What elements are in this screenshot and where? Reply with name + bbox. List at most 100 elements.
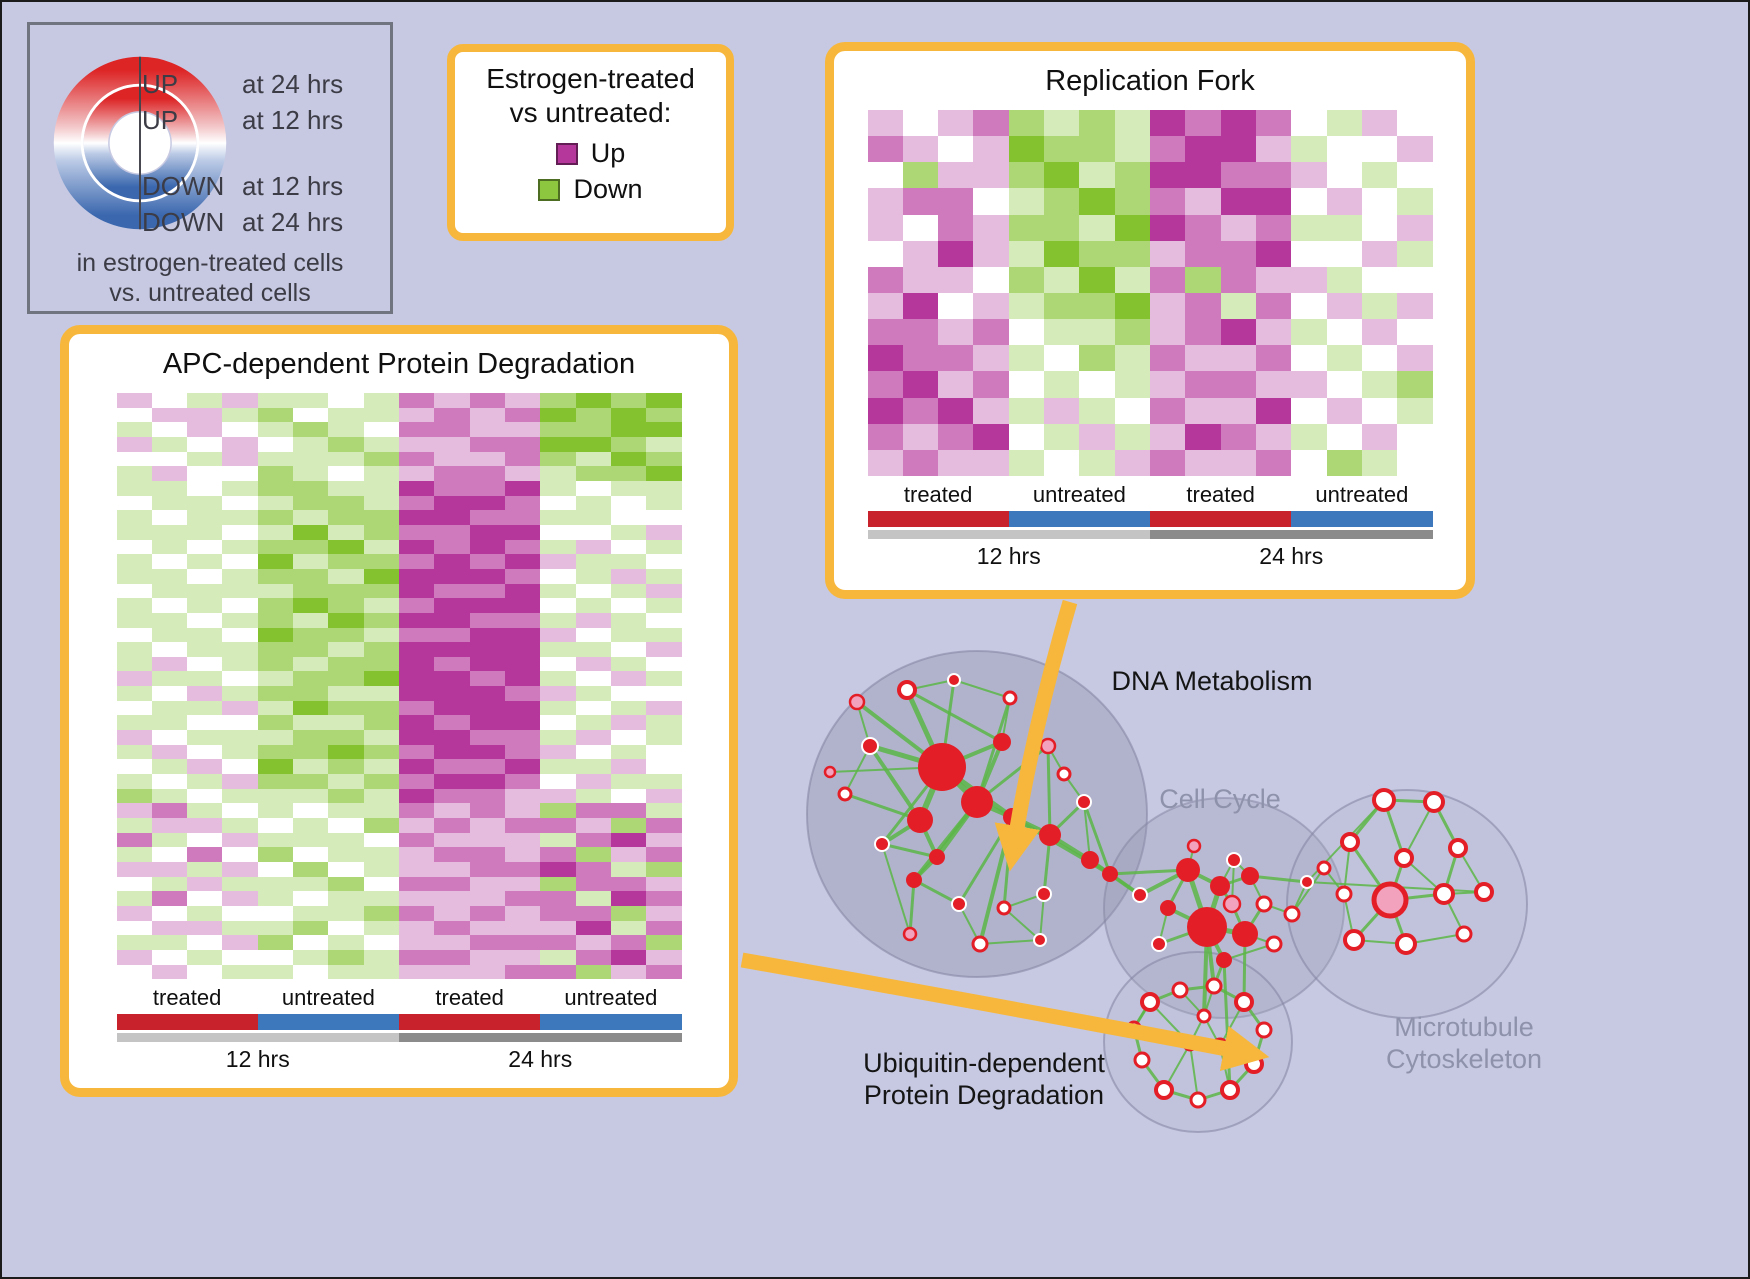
network-node — [1335, 885, 1353, 903]
network-node — [1448, 838, 1468, 858]
network-edge — [880, 842, 939, 859]
heatmap-cell — [187, 466, 223, 481]
heatmap-cell — [575, 656, 611, 672]
heatmap-cell — [434, 905, 470, 921]
heatmap-cell — [1361, 110, 1398, 137]
heatmap-cell — [1114, 136, 1150, 163]
heatmap-cell — [1361, 397, 1398, 424]
network-edge — [1291, 881, 1308, 915]
network-node — [1234, 992, 1254, 1012]
heatmap-cell — [504, 715, 541, 731]
network-edge — [1189, 1043, 1199, 1101]
heatmap-cell — [116, 524, 152, 540]
heatmap-row — [116, 554, 682, 569]
heatmap-cell — [116, 759, 152, 775]
network-edge — [1219, 1045, 1231, 1091]
heatmap-cell — [1150, 397, 1186, 424]
heatmap-cell — [1150, 266, 1186, 293]
heatmap-cell — [867, 266, 903, 293]
heatmap-cell — [469, 876, 505, 892]
heatmap-cell — [867, 397, 903, 424]
heatmap-cell — [1291, 162, 1327, 189]
heatmap-cell — [328, 949, 364, 965]
heatmap-cell — [1114, 397, 1150, 424]
network-edge — [979, 939, 1041, 945]
ring-label-up-12: UP at 12 hrs — [30, 105, 390, 135]
heatmap-cell — [540, 436, 576, 452]
treated-bar-segment — [867, 511, 1009, 527]
heatmap-cell — [363, 905, 399, 921]
heatmap-cell — [328, 671, 364, 687]
heatmap-cell — [469, 656, 505, 672]
heatmap-cell — [504, 436, 541, 452]
heatmap-cell — [610, 407, 647, 423]
heatmap-cell — [434, 964, 470, 980]
heatmap-cell — [363, 451, 399, 467]
heatmap-cell — [646, 554, 682, 569]
network-node — [1160, 900, 1176, 916]
heatmap-cell — [610, 803, 647, 819]
heatmap-cell — [1397, 214, 1433, 241]
heatmap-cell — [1361, 371, 1398, 398]
heatmap-cell — [293, 495, 329, 511]
heatmap-cell — [1008, 214, 1045, 241]
network-node — [1340, 832, 1360, 852]
heatmap-cell — [116, 480, 152, 496]
heatmap-cell — [610, 935, 647, 950]
heatmap-row — [116, 612, 682, 628]
cell-cycle-cluster — [1103, 797, 1345, 1019]
heatmap-cell — [575, 949, 611, 965]
heatmap-cell — [257, 524, 294, 540]
network-edge — [855, 700, 944, 769]
heatmap-cell — [1044, 449, 1080, 476]
heatmap-cell — [540, 832, 576, 848]
heatmap-cell — [902, 423, 939, 450]
heatmap-cell — [540, 422, 576, 437]
heatmap-cell — [1397, 240, 1433, 267]
network-edge — [1009, 814, 1053, 838]
network-edge — [1352, 898, 1392, 942]
heatmap-cell — [328, 803, 364, 819]
network-node — [961, 786, 993, 818]
heatmap-cell — [151, 436, 188, 452]
heatmap-cell — [257, 393, 294, 408]
heatmap-cell — [222, 539, 258, 555]
heatmap-cell — [504, 598, 541, 613]
heatmap-cell — [1326, 136, 1362, 163]
heatmap-cell — [293, 730, 329, 745]
heatmap-cell — [434, 730, 470, 745]
heatmap-cell — [1185, 214, 1221, 241]
heatmap-cell — [434, 700, 470, 716]
heatmap-cell — [363, 466, 399, 481]
heatmap-cell — [540, 671, 576, 687]
heatmap-cell — [469, 847, 505, 862]
heatmap-cell — [363, 876, 399, 892]
heatmap-cell — [257, 905, 294, 921]
heatmap-cell — [610, 671, 647, 687]
heatmap-cell — [504, 744, 541, 760]
network-edge — [1343, 841, 1351, 895]
network-edge — [918, 818, 939, 859]
heatmap-row — [867, 397, 1433, 424]
heatmap-cell — [469, 891, 505, 906]
heatmap-cell — [1255, 188, 1292, 215]
heatmap-cell — [222, 656, 258, 672]
heatmap-cell — [646, 730, 682, 745]
heatmap-cell — [222, 393, 258, 408]
heatmap-cell — [646, 642, 682, 657]
heatmap-cell — [646, 686, 682, 701]
heatmap-cell — [187, 510, 223, 525]
heatmap-cell — [257, 876, 294, 892]
heatmap-cell — [1044, 292, 1080, 320]
heatmap-cell — [902, 292, 939, 320]
heatmap-cell — [116, 671, 152, 687]
heatmap-cell — [116, 905, 152, 921]
heatmap-cell — [610, 788, 647, 804]
group-label: untreated — [564, 985, 658, 1010]
network-edge — [1166, 868, 1190, 910]
heatmap-cell — [399, 920, 435, 936]
heatmap-cell — [399, 656, 435, 672]
group-label: untreated — [1315, 482, 1409, 507]
heatmap-cell — [222, 788, 258, 804]
heatmap-cell — [399, 422, 435, 437]
